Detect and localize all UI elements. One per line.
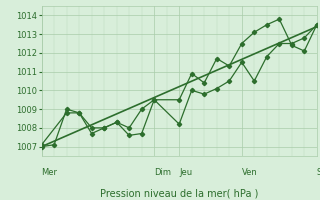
Text: Mer: Mer [42,168,58,177]
Text: Pression niveau de la mer( hPa ): Pression niveau de la mer( hPa ) [100,189,258,199]
Text: Jeu: Jeu [179,168,192,177]
Text: Dim: Dim [154,168,171,177]
Text: Sam: Sam [317,168,320,177]
Text: Ven: Ven [242,168,258,177]
